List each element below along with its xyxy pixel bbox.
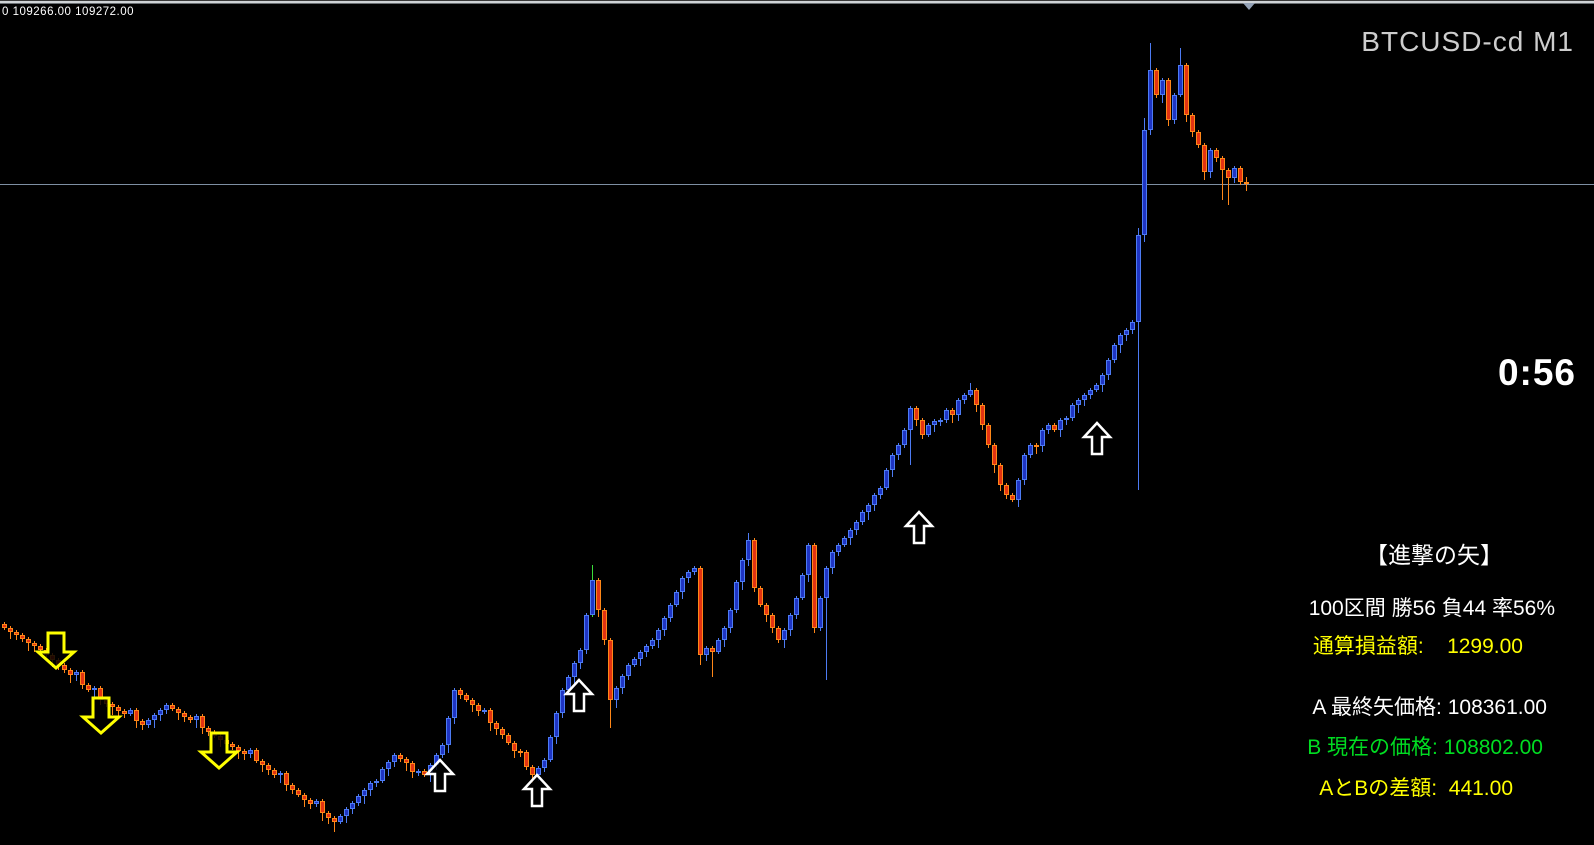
sell-arrow-icon — [79, 696, 123, 736]
current-bar-triangle-icon — [1243, 3, 1255, 10]
buy-arrow-icon — [563, 678, 595, 713]
buy-arrow-icon — [1081, 421, 1113, 456]
last-arrow-price-value: 108361.00 — [1447, 696, 1547, 719]
buy-arrow-icon — [424, 758, 456, 793]
last-arrow-price-line: A 最終矢価格: 108361.00 — [1312, 691, 1547, 721]
chart-title: BTCUSD-cd M1 — [1361, 26, 1574, 57]
sell-arrow-icon — [197, 731, 241, 771]
current-price-line: B 現在の価格: 108802.00 — [1307, 731, 1543, 761]
current-price-value: 108802.00 — [1443, 736, 1543, 759]
indicator-panel-heading: 【進撃の矢】 — [1365, 542, 1503, 568]
window-top-border — [0, 0, 1594, 4]
win-loss-stats: 100区間 勝56 負44 率56% — [1308, 597, 1555, 620]
buy-arrow-icon — [521, 773, 553, 808]
ohlc-readout: 0 109266.00 109272.00 — [2, 6, 135, 18]
price-diff-value: 441.00 — [1448, 777, 1513, 800]
current-price-label: B 現在の価格: — [1307, 736, 1438, 759]
total-pnl-line: 通算損益額: 1299.00 — [1313, 630, 1523, 660]
price-diff-label: AとBの差額: — [1319, 777, 1438, 800]
countdown-timer: 0:56 — [1497, 352, 1576, 393]
price-diff-line: AとBの差額: 441.00 — [1319, 772, 1513, 802]
buy-arrow-icon — [903, 510, 935, 545]
total-pnl-label: 通算損益額: — [1312, 635, 1424, 658]
last-arrow-price-label: A 最終矢価格: — [1312, 696, 1442, 719]
total-pnl-value: 1299.00 — [1447, 635, 1523, 658]
sell-arrow-icon — [34, 631, 78, 671]
